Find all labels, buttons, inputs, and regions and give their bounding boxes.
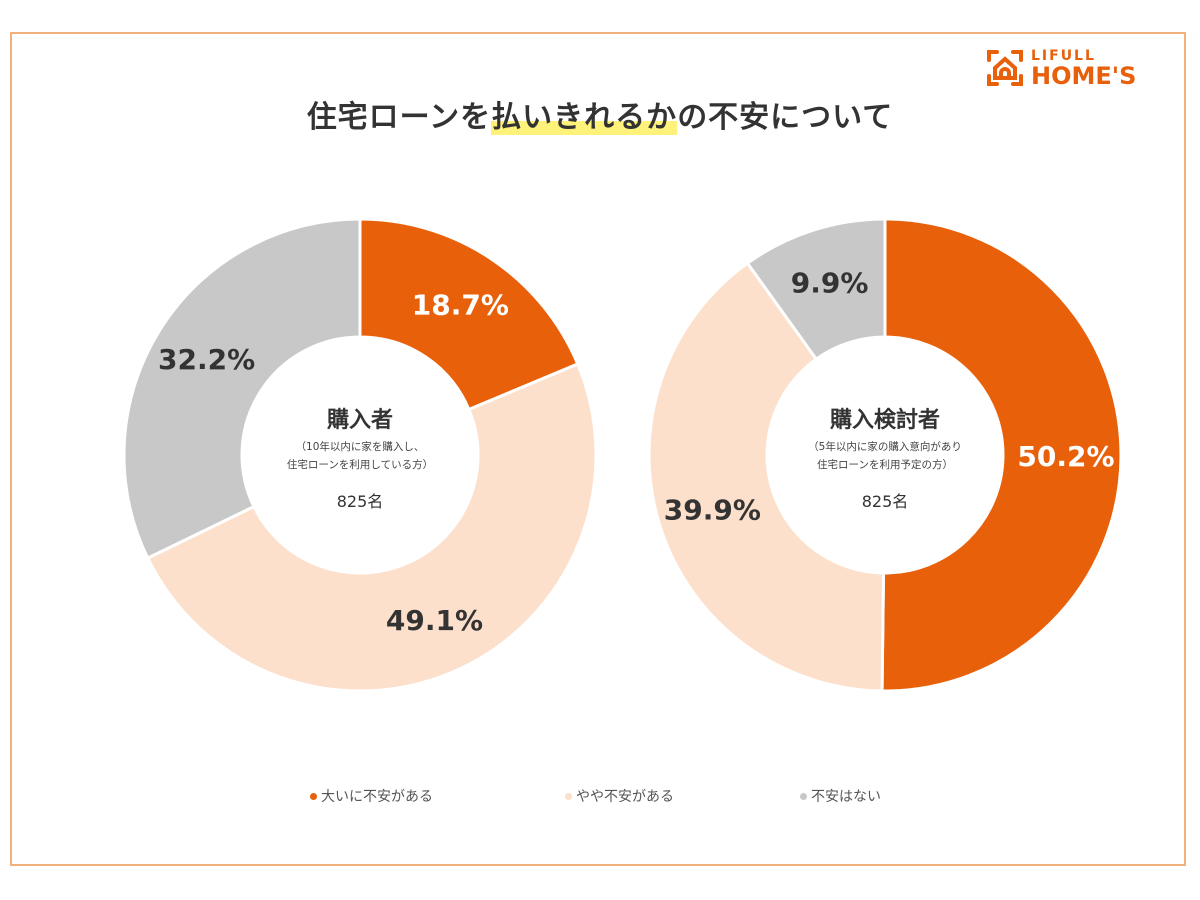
center-subtitle: 住宅ローンを利用予定の方） <box>817 458 953 471</box>
data-label: 18.7% <box>412 288 509 321</box>
legend-label: 不安はない <box>811 789 881 805</box>
center-title: 購入検討者 <box>830 407 940 433</box>
title-part: の不安について <box>677 100 894 135</box>
legend-item-not-anxious: 不安はない <box>800 786 881 806</box>
sample-size: 825名 <box>337 492 384 511</box>
legend-swatch <box>565 792 572 800</box>
data-label: 39.9% <box>664 493 761 526</box>
donut-slice <box>122 217 362 561</box>
lifull-homes-logo: LIFULL HOME'S <box>985 48 1136 88</box>
donut-slice <box>880 217 1123 693</box>
chart-title: 住宅ローンを払いきれるかの不安について <box>0 92 1200 136</box>
data-label: 50.2% <box>1017 440 1114 473</box>
logo-text-homes: HOME'S <box>1031 61 1137 90</box>
donut-slice <box>358 217 580 412</box>
data-label: 49.1% <box>386 604 483 637</box>
logo-text-lifull: LIFULL <box>1031 47 1096 64</box>
donut-slice <box>145 362 598 693</box>
legend-swatch <box>800 792 807 800</box>
title-part: 住宅ローンを <box>306 100 492 135</box>
legend-label: 大いに不安がある <box>321 789 433 805</box>
center-title: 購入者 <box>327 408 393 433</box>
sample-size: 825名 <box>862 492 909 511</box>
center-subtitle: （10年以内に家を購入し、 <box>296 440 425 453</box>
house-logo-icon <box>987 50 1023 86</box>
data-label: 32.2% <box>158 343 255 376</box>
donut-slice <box>647 261 886 693</box>
donut-slice <box>745 217 887 362</box>
legend-label: やや不安がある <box>576 789 674 805</box>
legend-item-somewhat-anxious: やや不安がある <box>565 786 674 806</box>
data-label: 9.9% <box>791 267 869 300</box>
legend-item-very-anxious: 大いに不安がある <box>310 786 433 806</box>
legend-swatch <box>310 792 317 800</box>
title-highlight: 払いきれるか <box>491 100 678 135</box>
center-subtitle: （5年以内に家の購入意向があり <box>808 440 962 453</box>
center-subtitle: 住宅ローンを利用している方） <box>287 458 433 471</box>
chart-frame <box>10 32 1186 866</box>
